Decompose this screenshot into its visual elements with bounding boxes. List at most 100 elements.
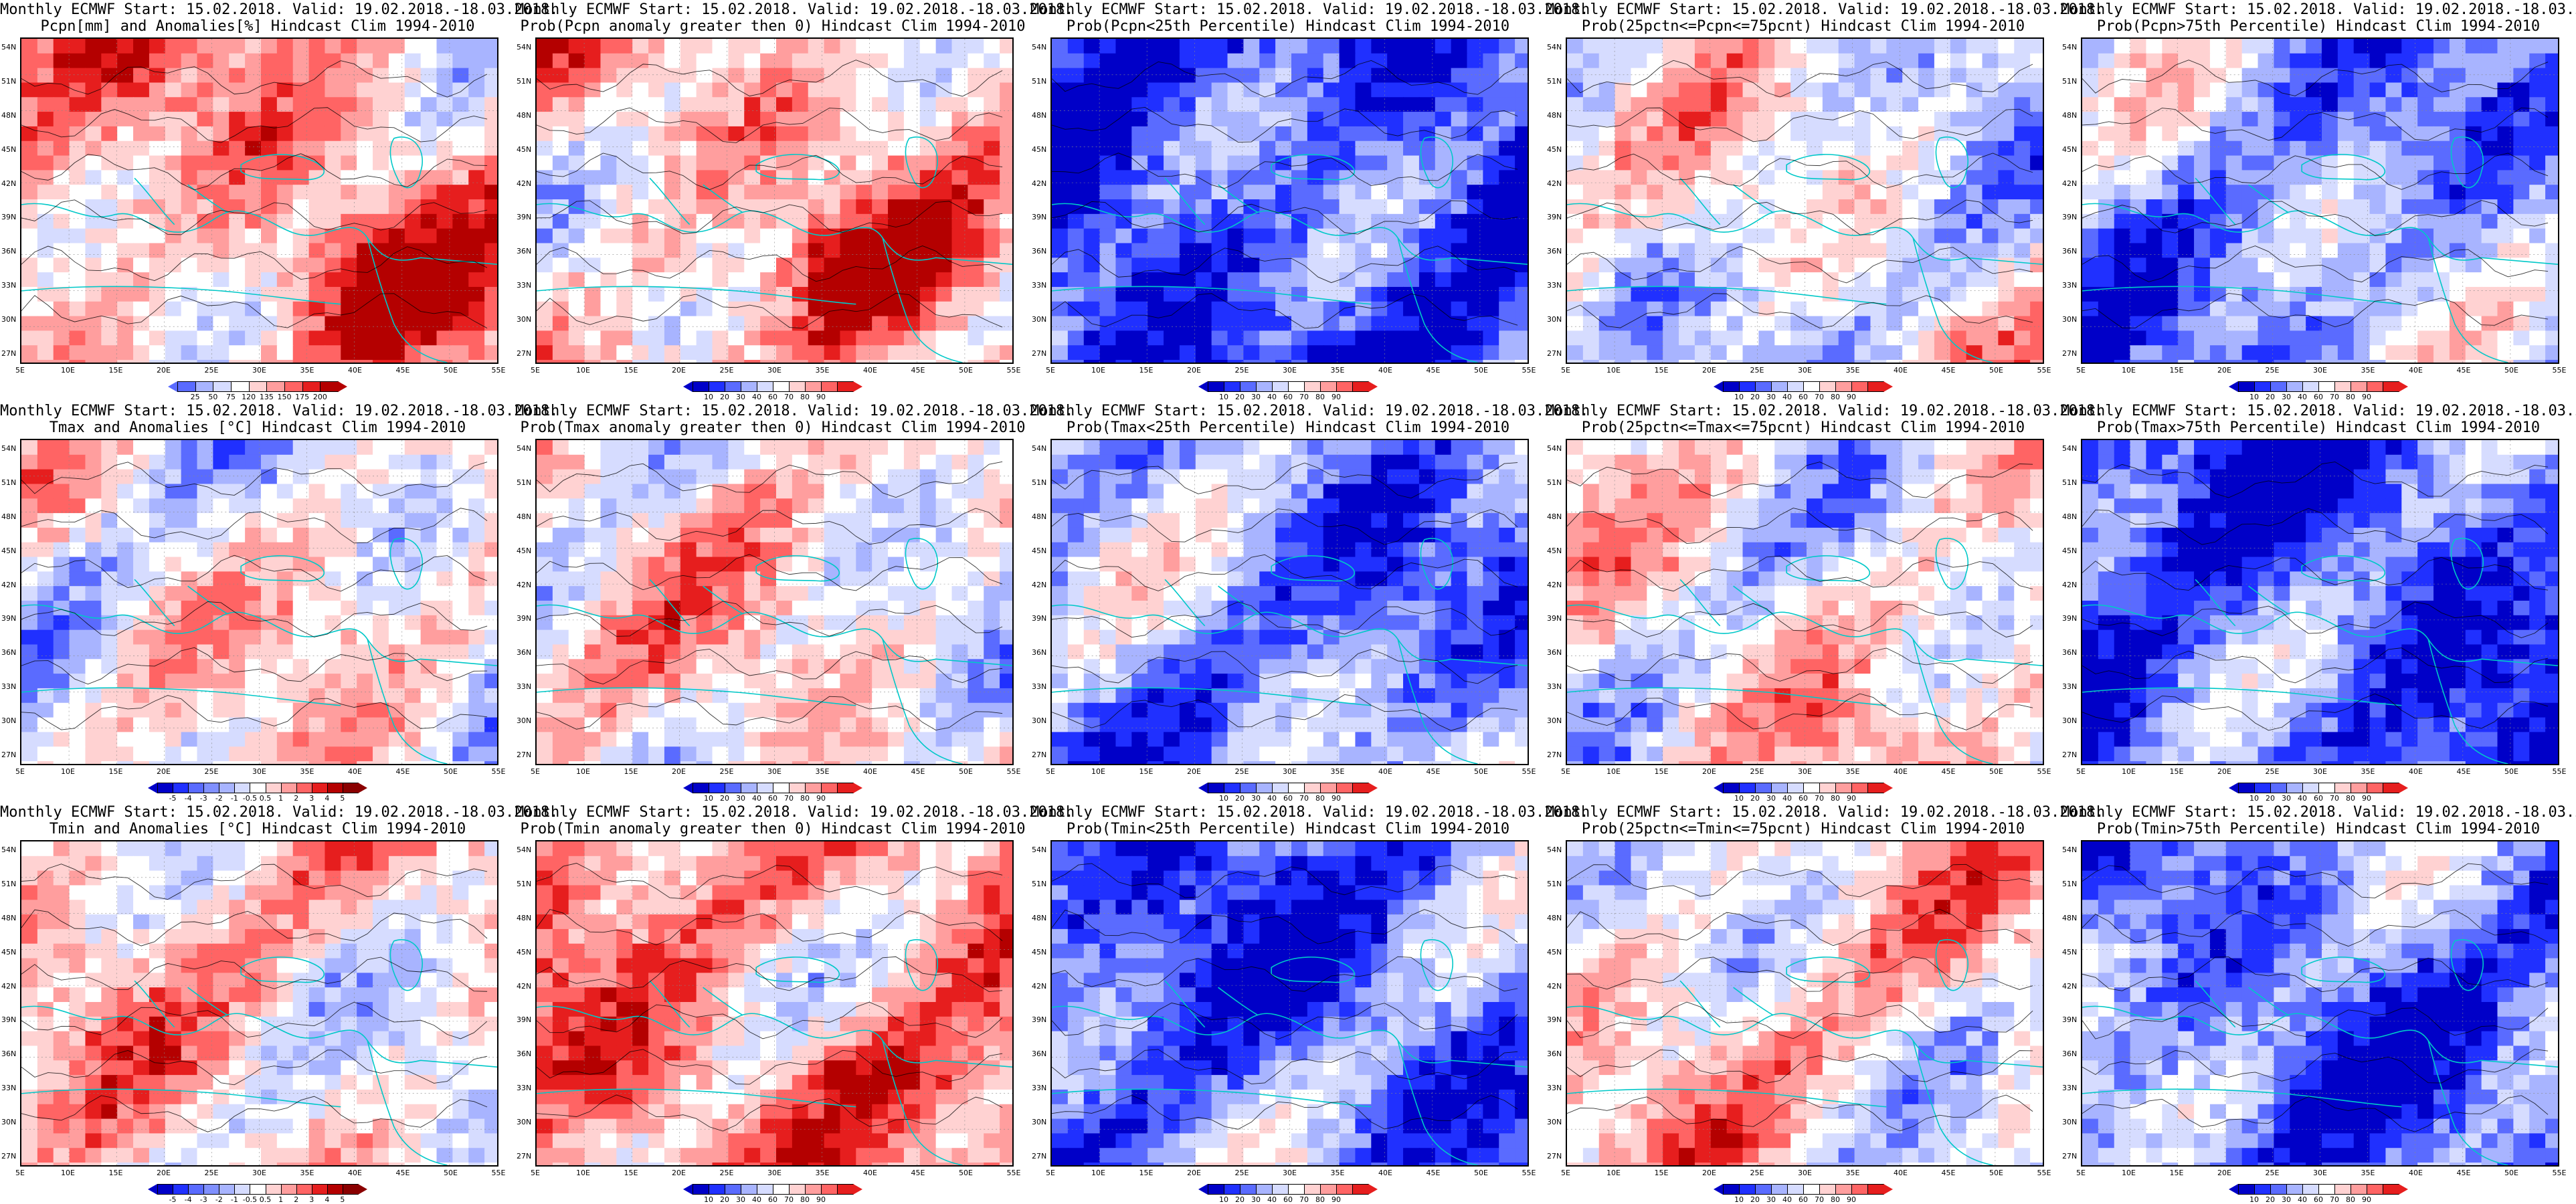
lat-tick-label: 42N [1032, 580, 1047, 589]
lon-tick-label: 10E [2122, 366, 2136, 375]
map-area [2081, 37, 2559, 364]
lon-tick-label: 30E [1798, 767, 1812, 776]
colorbar-label: 0.5 [259, 794, 272, 803]
colorbar-swatch [1272, 783, 1289, 793]
lon-tick-label: 45E [1426, 1169, 1441, 1177]
map-panel-10: Monthly ECMWF Start: 15.02.2018. Valid: … [2061, 401, 2576, 803]
lon-tick-label: 55E [2552, 1169, 2567, 1177]
colorbar-swatch [2254, 381, 2271, 392]
colorbar-swatch [1240, 783, 1257, 793]
colorbar-label: 5 [340, 1195, 345, 1204]
colorbar-swatch [1771, 783, 1788, 793]
lat-tick-label: 30N [1, 1118, 17, 1127]
panel-title-line1: Monthly ECMWF Start: 15.02.2018. Valid: … [515, 1, 1074, 18]
lat-tick-label: 48N [2062, 512, 2078, 521]
colorbar: 10 20 30 40 60 70 80 90 [1714, 783, 1893, 803]
colorbar-high-arrow [853, 783, 862, 793]
colorbar-label: 60 [1283, 1195, 1293, 1204]
lon-tick-label: 10E [61, 1169, 75, 1177]
colorbar-label: 10 [1219, 794, 1228, 803]
colorbar-swatch [821, 381, 838, 392]
colorbar-low-arrow [2229, 1184, 2238, 1195]
lat-tick-label: 45N [1032, 546, 1047, 555]
lon-tick-label: 50E [2504, 767, 2518, 776]
colorbar-swatch [177, 381, 196, 392]
lat-tick-label: 39N [517, 614, 532, 623]
colorbar-label: 90 [1331, 393, 1341, 401]
lon-tick-label: 30E [252, 1169, 266, 1177]
lat-tick-label: 27N [1032, 349, 1047, 358]
field-shading [1052, 39, 1528, 363]
panel-title-line2: Prob(Tmin<25th Percentile) Hindcast Clim… [1066, 821, 1510, 837]
lon-tick-label: 15E [1654, 767, 1669, 776]
panel-title-line1: Monthly ECMWF Start: 15.02.2018. Valid: … [2061, 804, 2576, 821]
lon-tick-label: 5E [2076, 366, 2086, 375]
colorbar-swatch [1723, 381, 1740, 392]
lon-tick-label: 50E [444, 767, 458, 776]
lat-tick-label: 33N [1547, 682, 1562, 692]
lat-tick-label: 39N [517, 1015, 532, 1025]
lat-tick-label: 54N [1032, 444, 1047, 453]
lon-tick-label: 45E [2456, 366, 2471, 375]
lat-tick-label: 51N [2062, 76, 2078, 86]
map-panel-11: Monthly ECMWF Start: 15.02.2018. Valid: … [0, 803, 558, 1204]
colorbar-swatch [1723, 1184, 1740, 1195]
lat-tick-label: 48N [2062, 110, 2078, 120]
map-area [2081, 840, 2559, 1167]
lat-tick-label: 54N [1, 43, 17, 52]
colorbar-swatch [1272, 1184, 1289, 1195]
field-shading [21, 841, 497, 1165]
map-panel-3: Monthly ECMWF Start: 15.02.2018. Valid: … [1030, 0, 1589, 401]
colorbar-label: 80 [800, 794, 810, 803]
colorbar-swatch [1272, 381, 1289, 392]
lon-tick-label: 30E [1283, 1169, 1297, 1177]
lon-tick-label: 10E [2122, 1169, 2136, 1177]
colorbar-label: 30 [2282, 1195, 2291, 1204]
colorbar-swatch [805, 381, 822, 392]
lon-tick-label: 25E [1750, 767, 1764, 776]
colorbar-swatch [1336, 783, 1353, 793]
colorbar-swatch [1867, 783, 1884, 793]
lat-tick-label: 54N [1547, 845, 1562, 854]
lon-tick-label: 10E [1606, 767, 1621, 776]
colorbar-swatch [2254, 783, 2271, 793]
lon-tick-label: 30E [2313, 767, 2327, 776]
colorbar-swatch [2334, 1184, 2351, 1195]
lat-tick-label: 33N [1, 682, 17, 692]
colorbar: 10 20 30 40 60 70 80 90 [2229, 381, 2408, 401]
lat-tick-label: 36N [1032, 1049, 1047, 1059]
map-panel-1: Monthly ECMWF Start: 15.02.2018. Valid: … [0, 0, 558, 401]
colorbar-label: 40 [1267, 794, 1277, 803]
field-shading [21, 440, 497, 764]
colorbar-swatch [2334, 783, 2351, 793]
lat-tick-label: 30N [1547, 1118, 1562, 1127]
colorbar: -5 -4 -3 -2 -1 -0.5 0.5 1 2 3 4 5 [148, 1184, 367, 1204]
colorbar-label: 150 [277, 393, 292, 401]
colorbar-label: -5 [169, 1195, 177, 1204]
colorbar-swatch [1851, 381, 1868, 392]
colorbar-swatch [1352, 1184, 1369, 1195]
lat-tick-label: 36N [1547, 247, 1562, 256]
panel-title-line1: Monthly ECMWF Start: 15.02.2018. Valid: … [1030, 1, 1589, 18]
colorbar-label: 40 [1782, 794, 1792, 803]
lat-tick-label: 33N [1032, 281, 1047, 290]
lat-tick-label: 48N [2062, 913, 2078, 922]
colorbar-swatch [741, 783, 757, 793]
lat-tick-label: 36N [1032, 247, 1047, 256]
map-panel-6: Monthly ECMWF Start: 15.02.2018. Valid: … [0, 401, 558, 803]
lon-tick-label: 5E [1046, 366, 1055, 375]
colorbar-swatch [302, 381, 321, 392]
colorbar-label: 70 [1815, 794, 1824, 803]
lon-tick-label: 15E [1139, 366, 1154, 375]
lon-tick-label: 5E [1561, 1169, 1570, 1177]
lon-tick-label: 25E [1234, 366, 1249, 375]
lon-tick-label: 5E [531, 767, 540, 776]
panel-title-line2: Prob(Tmin>75th Percentile) Hindcast Clim… [2096, 821, 2541, 837]
lat-tick-label: 36N [517, 648, 532, 658]
lon-tick-label: 55E [1006, 767, 1021, 776]
colorbar-label: 20 [720, 393, 729, 401]
colorbar-label: 135 [259, 393, 274, 401]
colorbar-swatch [2383, 1184, 2399, 1195]
lat-tick-label: 45N [1032, 947, 1047, 957]
colorbar-swatch [1320, 381, 1337, 392]
